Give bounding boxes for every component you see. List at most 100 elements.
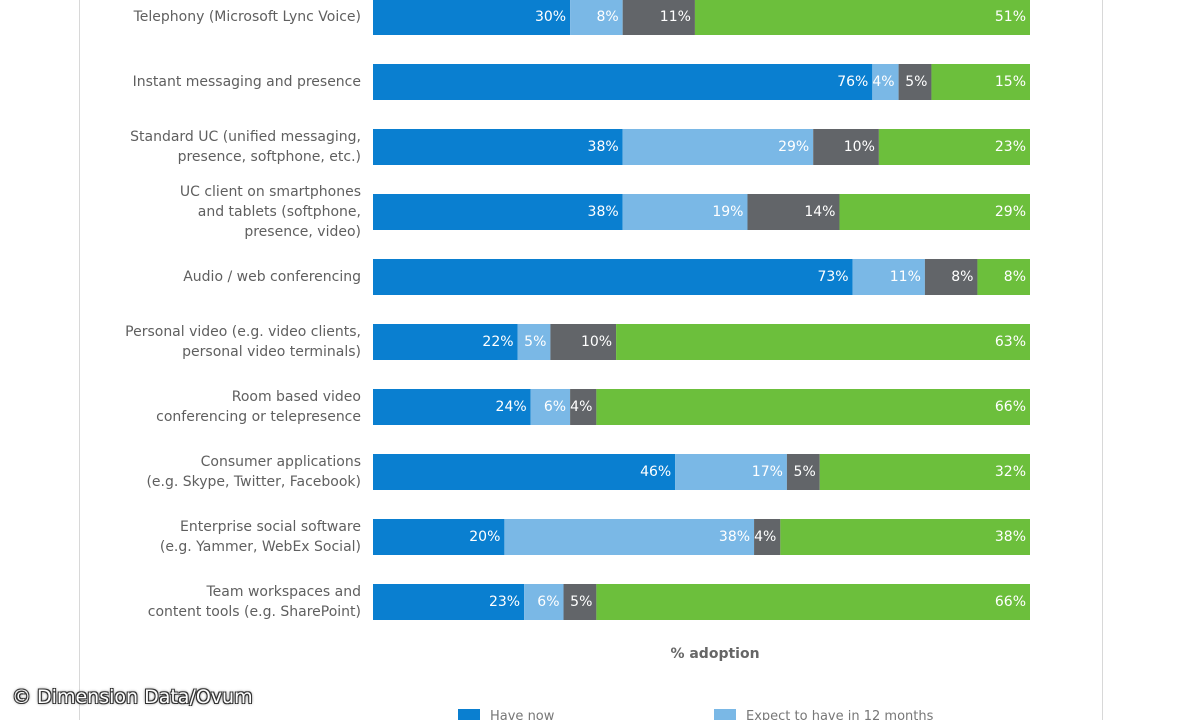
bar-segment (819, 454, 1030, 490)
bar-segment (813, 129, 879, 165)
legend-item-expect-12-months: Expect to have in 12 months (714, 706, 933, 720)
bar-segment (596, 389, 1030, 425)
bar-segment (550, 324, 617, 360)
data-label: 10% (581, 334, 612, 350)
bar-segment (596, 584, 1030, 620)
x-axis-label: % adoption (670, 646, 760, 662)
bar-segment (694, 0, 1030, 35)
bar-segment (570, 389, 597, 425)
data-label: 63% (995, 334, 1026, 350)
data-label: 8% (1004, 269, 1026, 285)
data-label: 73% (817, 269, 848, 285)
data-label: 8% (596, 9, 618, 25)
category-label: personal video terminals) (182, 344, 361, 360)
category-label: content tools (e.g. SharePoint) (148, 604, 361, 620)
bar-segment (622, 0, 695, 35)
category-label: conferencing or telepresence (156, 409, 361, 425)
bar-segment (898, 64, 932, 100)
data-label: 38% (719, 529, 750, 545)
category-label: Standard UC (unified messaging, (130, 129, 361, 145)
data-label: 38% (995, 529, 1026, 545)
data-label: 32% (995, 464, 1026, 480)
data-label: 23% (489, 594, 520, 610)
bar-segment (872, 64, 899, 100)
category-label: Audio / web conferencing (183, 269, 361, 285)
bar-segment (570, 0, 623, 35)
data-label: 4% (872, 74, 894, 90)
category-label: UC client on smartphones (180, 184, 361, 200)
data-label: 66% (995, 399, 1026, 415)
data-label: 14% (804, 204, 835, 220)
bar-segment (622, 194, 748, 230)
data-label: 4% (754, 529, 776, 545)
bar-segment (747, 194, 840, 230)
bar-segment (616, 324, 1030, 360)
frame-left-border (79, 0, 80, 720)
data-label: 4% (570, 399, 592, 415)
bar-segment (924, 259, 978, 295)
bar-segment (878, 129, 1030, 165)
data-label: 6% (537, 594, 559, 610)
copyright-watermark: © Dimension Data/Ovum (12, 686, 253, 708)
category-label: Room based video (232, 389, 361, 405)
bar-segment (373, 64, 873, 100)
legend-label-have-now: Have now (490, 708, 555, 720)
bar-segment (373, 584, 525, 620)
data-label: 46% (640, 464, 671, 480)
category-label: Instant messaging and presence (133, 74, 361, 90)
bar-segment (786, 454, 820, 490)
bar-segment (373, 259, 853, 295)
legend-swatch-have-now (458, 709, 480, 720)
bar-segment (373, 389, 531, 425)
legend-swatch-expect-12-months (714, 709, 736, 720)
frame-right-border (1102, 0, 1103, 720)
data-label: 30% (535, 9, 566, 25)
bar-segment (373, 194, 623, 230)
data-label: 5% (905, 74, 927, 90)
category-label: Personal video (e.g. video clients, (125, 324, 361, 340)
data-label: 10% (844, 139, 875, 155)
bar-segment (780, 519, 1030, 555)
data-label: 24% (496, 399, 527, 415)
bar-segment (517, 324, 551, 360)
bar-segment (373, 129, 623, 165)
bar-segment (675, 454, 787, 490)
legend-label-expect-12-months: Expect to have in 12 months (746, 708, 934, 720)
data-label: 38% (588, 204, 619, 220)
bar-segment (852, 259, 925, 295)
data-label: 6% (544, 399, 566, 415)
category-label: Team workspaces and (206, 584, 362, 600)
bar-segment (524, 584, 564, 620)
bar-segment (622, 129, 814, 165)
data-label: 5% (570, 594, 592, 610)
data-label: 29% (995, 204, 1026, 220)
data-label: 17% (752, 464, 783, 480)
data-label: 66% (995, 594, 1026, 610)
data-label: 15% (995, 74, 1026, 90)
category-label: Telephony (Microsoft Lync Voice) (133, 9, 361, 25)
bar-segment (977, 259, 1030, 295)
data-label: 11% (660, 9, 691, 25)
category-label: presence, softphone, etc.) (178, 149, 361, 165)
data-label: 51% (995, 9, 1026, 25)
bar-segment (931, 64, 1030, 100)
data-label: 5% (794, 464, 816, 480)
category-label: (e.g. Skype, Twitter, Facebook) (146, 474, 361, 490)
bar-segment (373, 454, 676, 490)
data-label: 11% (890, 269, 921, 285)
data-label: 29% (778, 139, 809, 155)
data-label: 8% (951, 269, 973, 285)
data-label: 19% (712, 204, 743, 220)
category-label: presence, video) (244, 224, 361, 240)
bar-segment (563, 584, 597, 620)
bar-segment (839, 194, 1030, 230)
data-label: 20% (469, 529, 500, 545)
bar-segment (373, 324, 518, 360)
legend-item-have-now: Have now (458, 706, 554, 720)
category-label: Consumer applications (201, 454, 361, 470)
bar-segment (504, 519, 755, 555)
bar-segment (754, 519, 781, 555)
data-label: 76% (837, 74, 868, 90)
